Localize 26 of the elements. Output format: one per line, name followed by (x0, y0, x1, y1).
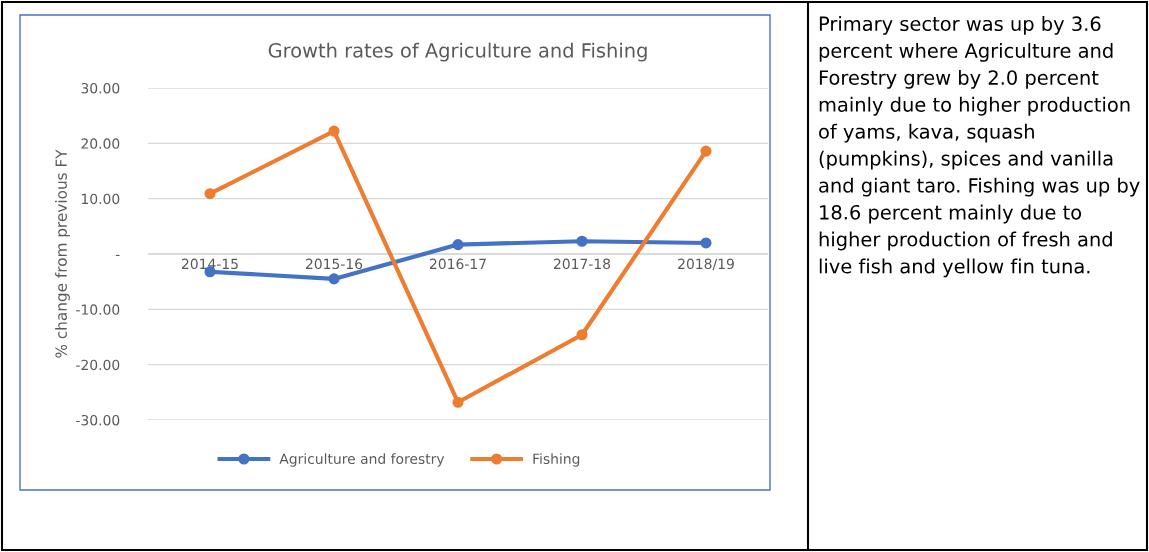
y-tick-label: -30.00 (76, 414, 120, 426)
point (204, 188, 216, 200)
point (700, 145, 712, 157)
point (452, 239, 464, 251)
x-tick-label: 2015-16 (306, 258, 363, 270)
point (328, 125, 340, 137)
y-tick-label: 30.00 (81, 82, 120, 94)
point (576, 329, 588, 341)
chart-title: Growth rates of Agriculture and Fishing (268, 42, 647, 62)
x-tick-label: 2018/19 (678, 258, 734, 271)
point (452, 396, 464, 408)
x-tick-label: 2017-18 (554, 258, 611, 270)
y-tick-label: 20.00 (81, 138, 120, 149)
y-tick-label: 10.00 (81, 193, 120, 205)
x-tick-label: 2016-17 (430, 258, 486, 270)
x-tick-label: 2014-15 (182, 258, 238, 270)
y-tick-label: - (115, 254, 120, 257)
legend-label: Fishing (533, 453, 580, 467)
text: Primary sector was up by 3.6 percent where Agriculture and Forestry grew by 2.0 percent mainly due to higher production of yams, kava, squash (pumpkins), spices and vanilla and giant taro. Fishing was up by 18.6 percent mainly due to higher production of fresh and live fish and yellow fin tuna. (819, 16, 1140, 278)
y-tick-label: -10.00 (76, 304, 120, 315)
point (576, 235, 588, 247)
y-axis-title: % change from previous FY (55, 149, 70, 358)
point (328, 273, 340, 285)
point (700, 237, 712, 249)
y-tick-label: -20.00 (76, 359, 120, 371)
legend-label: Agriculture and forestry (279, 453, 445, 467)
